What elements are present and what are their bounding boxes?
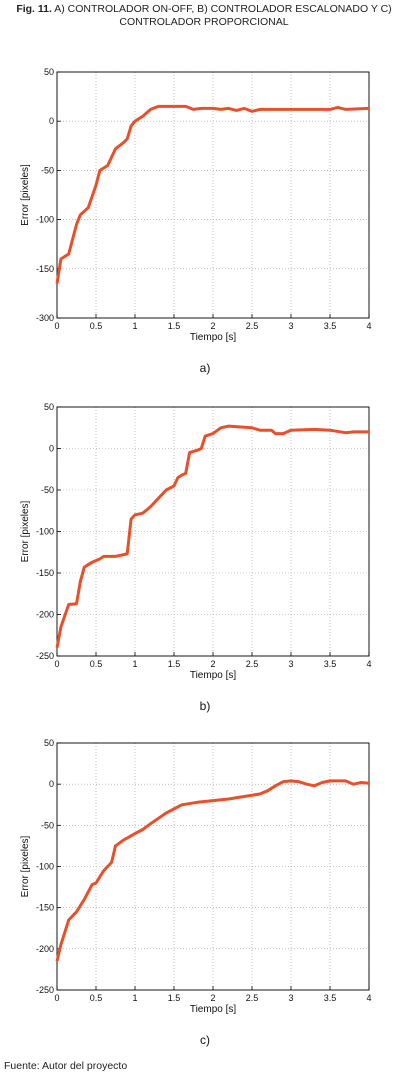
x-tick-label: 3.5 [324, 321, 337, 331]
y-tick-label: -50 [41, 165, 54, 175]
y-tick-label: -150 [36, 568, 54, 578]
x-axis-label: Tiempo [s] [190, 670, 237, 681]
x-tick-label: 3 [288, 993, 293, 1003]
figure-caption: Fig. 11. A) CONTROLADOR ON-OFF, B) CONTR… [4, 3, 404, 29]
x-tick-label: 4 [366, 321, 371, 331]
x-axis-label: Tiempo [s] [190, 1004, 237, 1015]
y-axis-label: Error [pixeles] [20, 164, 31, 226]
x-tick-label: 0.5 [90, 993, 103, 1003]
y-tick-label: -150 [36, 264, 54, 274]
x-tick-label: 2.5 [246, 321, 259, 331]
subcaption: b) [200, 699, 211, 713]
x-tick-label: 0.5 [90, 321, 103, 331]
x-tick-label: 3 [288, 321, 293, 331]
y-tick-label: -200 [36, 610, 54, 620]
x-tick-label: 3 [288, 659, 293, 669]
subcaption: a) [200, 361, 211, 375]
y-tick-label: -300 [36, 313, 54, 323]
x-tick-label: 2 [210, 321, 215, 331]
y-tick-label: 0 [49, 116, 54, 126]
y-tick-label: 0 [49, 444, 54, 454]
y-axis-label: Error [pixeles] [20, 500, 31, 562]
data-line [55, 779, 370, 962]
y-tick-label: -50 [41, 485, 54, 495]
x-axis-label: Tiempo [s] [190, 332, 237, 343]
x-tick-label: 1 [132, 993, 137, 1003]
x-tick-label: 0 [54, 659, 59, 669]
y-tick-label: 50 [44, 402, 54, 412]
x-tick-label: 1 [132, 659, 137, 669]
y-tick-label: -150 [36, 903, 54, 913]
caption-text: A) CONTROLADOR ON-OFF, B) CONTROLADOR ES… [54, 3, 392, 28]
x-tick-label: 4 [366, 993, 371, 1003]
plot-frame [56, 742, 370, 991]
data-line [55, 104, 370, 284]
y-tick-label: -200 [36, 944, 54, 954]
y-tick-label: 0 [49, 779, 54, 789]
caption-label: Fig. 11. [16, 3, 52, 15]
y-tick-label: -50 [41, 820, 54, 830]
subcaption: c) [200, 1033, 210, 1047]
y-tick-label: -100 [36, 215, 54, 225]
y-tick-label: 50 [44, 67, 54, 77]
plot-frame [56, 71, 370, 319]
x-tick-label: 3.5 [324, 993, 337, 1003]
y-tick-label: 50 [44, 738, 54, 748]
x-tick-label: 2.5 [246, 659, 259, 669]
x-tick-label: 0.5 [90, 659, 103, 669]
x-tick-label: 2 [210, 659, 215, 669]
y-tick-label: -250 [36, 985, 54, 995]
x-tick-label: 1.5 [168, 993, 181, 1003]
x-tick-label: 0 [54, 993, 59, 1003]
x-tick-label: 1 [132, 321, 137, 331]
source: Fuente: Autor del proyecto [4, 1060, 128, 1072]
x-tick-label: 3.5 [324, 659, 337, 669]
y-axis-label: Error [pixeles] [20, 835, 31, 897]
x-tick-label: 1.5 [168, 321, 181, 331]
y-tick-label: -250 [36, 651, 54, 661]
x-tick-label: 2 [210, 993, 215, 1003]
x-tick-label: 2.5 [246, 993, 259, 1003]
x-tick-label: 1.5 [168, 659, 181, 669]
y-tick-label: -100 [36, 862, 54, 872]
plot-frame [56, 406, 370, 657]
x-tick-label: 4 [366, 659, 371, 669]
y-tick-label: -100 [36, 527, 54, 537]
data-line [55, 424, 369, 648]
x-tick-label: 0 [54, 321, 59, 331]
